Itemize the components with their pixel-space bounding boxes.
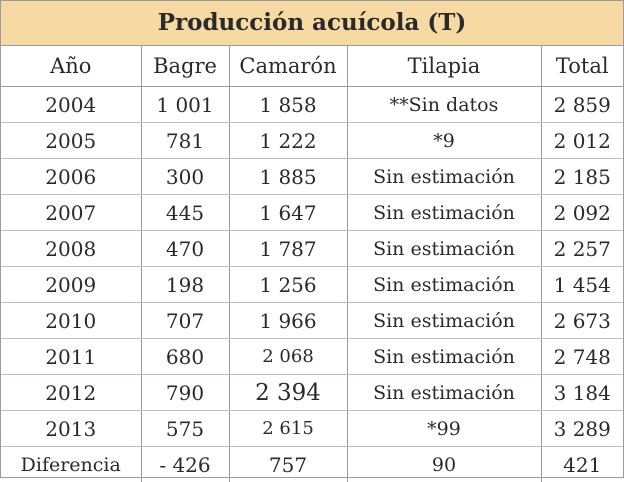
table-row: 2006 300 1 885 Sin estimación 2 185 <box>1 159 623 195</box>
table-row: 2010 707 1 966 Sin estimación 2 673 <box>1 303 623 339</box>
cell-total: 2 859 <box>541 87 623 123</box>
cell-anio: 2005 <box>1 123 141 159</box>
production-table: Año Bagre Camarón Tilapia Total 2004 1 0… <box>1 46 623 482</box>
cell-anio: 2008 <box>1 231 141 267</box>
cell-total: 2 257 <box>541 231 623 267</box>
column-header-tilapia: Tilapia <box>347 46 541 87</box>
cell-camaron: 1 222 <box>229 123 347 159</box>
cell-tilapia: 90 <box>347 447 541 482</box>
cell-anio: 2007 <box>1 195 141 231</box>
cell-anio: 2011 <box>1 339 141 375</box>
column-header-bagre: Bagre <box>141 46 229 87</box>
cell-bagre: 790 <box>141 375 229 411</box>
cell-total: 3 289 <box>541 411 623 447</box>
cell-total: 3 184 <box>541 375 623 411</box>
column-header-anio: Año <box>1 46 141 87</box>
cell-tilapia: Sin estimación <box>347 303 541 339</box>
cell-total: 2 012 <box>541 123 623 159</box>
header-row: Año Bagre Camarón Tilapia Total <box>1 46 623 87</box>
column-header-total: Total <box>541 46 623 87</box>
cell-total: 2 185 <box>541 159 623 195</box>
cell-anio: 2013 <box>1 411 141 447</box>
cell-anio: 2012 <box>1 375 141 411</box>
cell-tilapia: Sin estimación <box>347 231 541 267</box>
table-row: 2012 790 2 394 Sin estimación 3 184 <box>1 375 623 411</box>
cell-total: 421 <box>541 447 623 482</box>
cell-bagre: - 426 <box>141 447 229 482</box>
table-row: 2013 575 2 615 *99 3 289 <box>1 411 623 447</box>
cell-camaron: 2 068 <box>229 339 347 375</box>
cell-total: 2 673 <box>541 303 623 339</box>
cell-bagre: 470 <box>141 231 229 267</box>
cell-camaron: 1 885 <box>229 159 347 195</box>
table-row: 2005 781 1 222 *9 2 012 <box>1 123 623 159</box>
cell-total: 2 092 <box>541 195 623 231</box>
cell-tilapia: Sin estimación <box>347 195 541 231</box>
cell-camaron: 1 966 <box>229 303 347 339</box>
table-title: Producción acuícola (T) <box>1 1 623 46</box>
cell-bagre: 707 <box>141 303 229 339</box>
cell-tilapia: Sin estimación <box>347 375 541 411</box>
cell-camaron: 1 858 <box>229 87 347 123</box>
cell-anio: 2004 <box>1 87 141 123</box>
table-row: 2007 445 1 647 Sin estimación 2 092 <box>1 195 623 231</box>
cell-camaron: 1 256 <box>229 267 347 303</box>
cell-camaron: 2 615 <box>229 411 347 447</box>
cell-anio: 2006 <box>1 159 141 195</box>
cell-anio: 2010 <box>1 303 141 339</box>
cell-bagre: 445 <box>141 195 229 231</box>
cell-tilapia: Sin estimación <box>347 339 541 375</box>
cell-tilapia: Sin estimación <box>347 159 541 195</box>
cell-bagre: 575 <box>141 411 229 447</box>
table-row: 2009 198 1 256 Sin estimación 1 454 <box>1 267 623 303</box>
cell-bagre: 1 001 <box>141 87 229 123</box>
cell-bagre: 781 <box>141 123 229 159</box>
difference-row: Diferencia - 426 757 90 421 <box>1 447 623 482</box>
cell-camaron: 2 394 <box>229 375 347 411</box>
cell-anio: 2009 <box>1 267 141 303</box>
table-row: 2011 680 2 068 Sin estimación 2 748 <box>1 339 623 375</box>
cell-bagre: 198 <box>141 267 229 303</box>
table-row: 2008 470 1 787 Sin estimación 2 257 <box>1 231 623 267</box>
cell-tilapia: *9 <box>347 123 541 159</box>
cell-total: 2 748 <box>541 339 623 375</box>
cell-tilapia: *99 <box>347 411 541 447</box>
cell-anio: Diferencia <box>1 447 141 482</box>
column-header-camaron: Camarón <box>229 46 347 87</box>
cell-camaron: 1 787 <box>229 231 347 267</box>
cell-tilapia: **Sin datos <box>347 87 541 123</box>
cell-tilapia: Sin estimación <box>347 267 541 303</box>
cell-camaron: 1 647 <box>229 195 347 231</box>
cell-bagre: 300 <box>141 159 229 195</box>
table-row: 2004 1 001 1 858 **Sin datos 2 859 <box>1 87 623 123</box>
cell-camaron: 757 <box>229 447 347 482</box>
cell-total: 1 454 <box>541 267 623 303</box>
cell-bagre: 680 <box>141 339 229 375</box>
